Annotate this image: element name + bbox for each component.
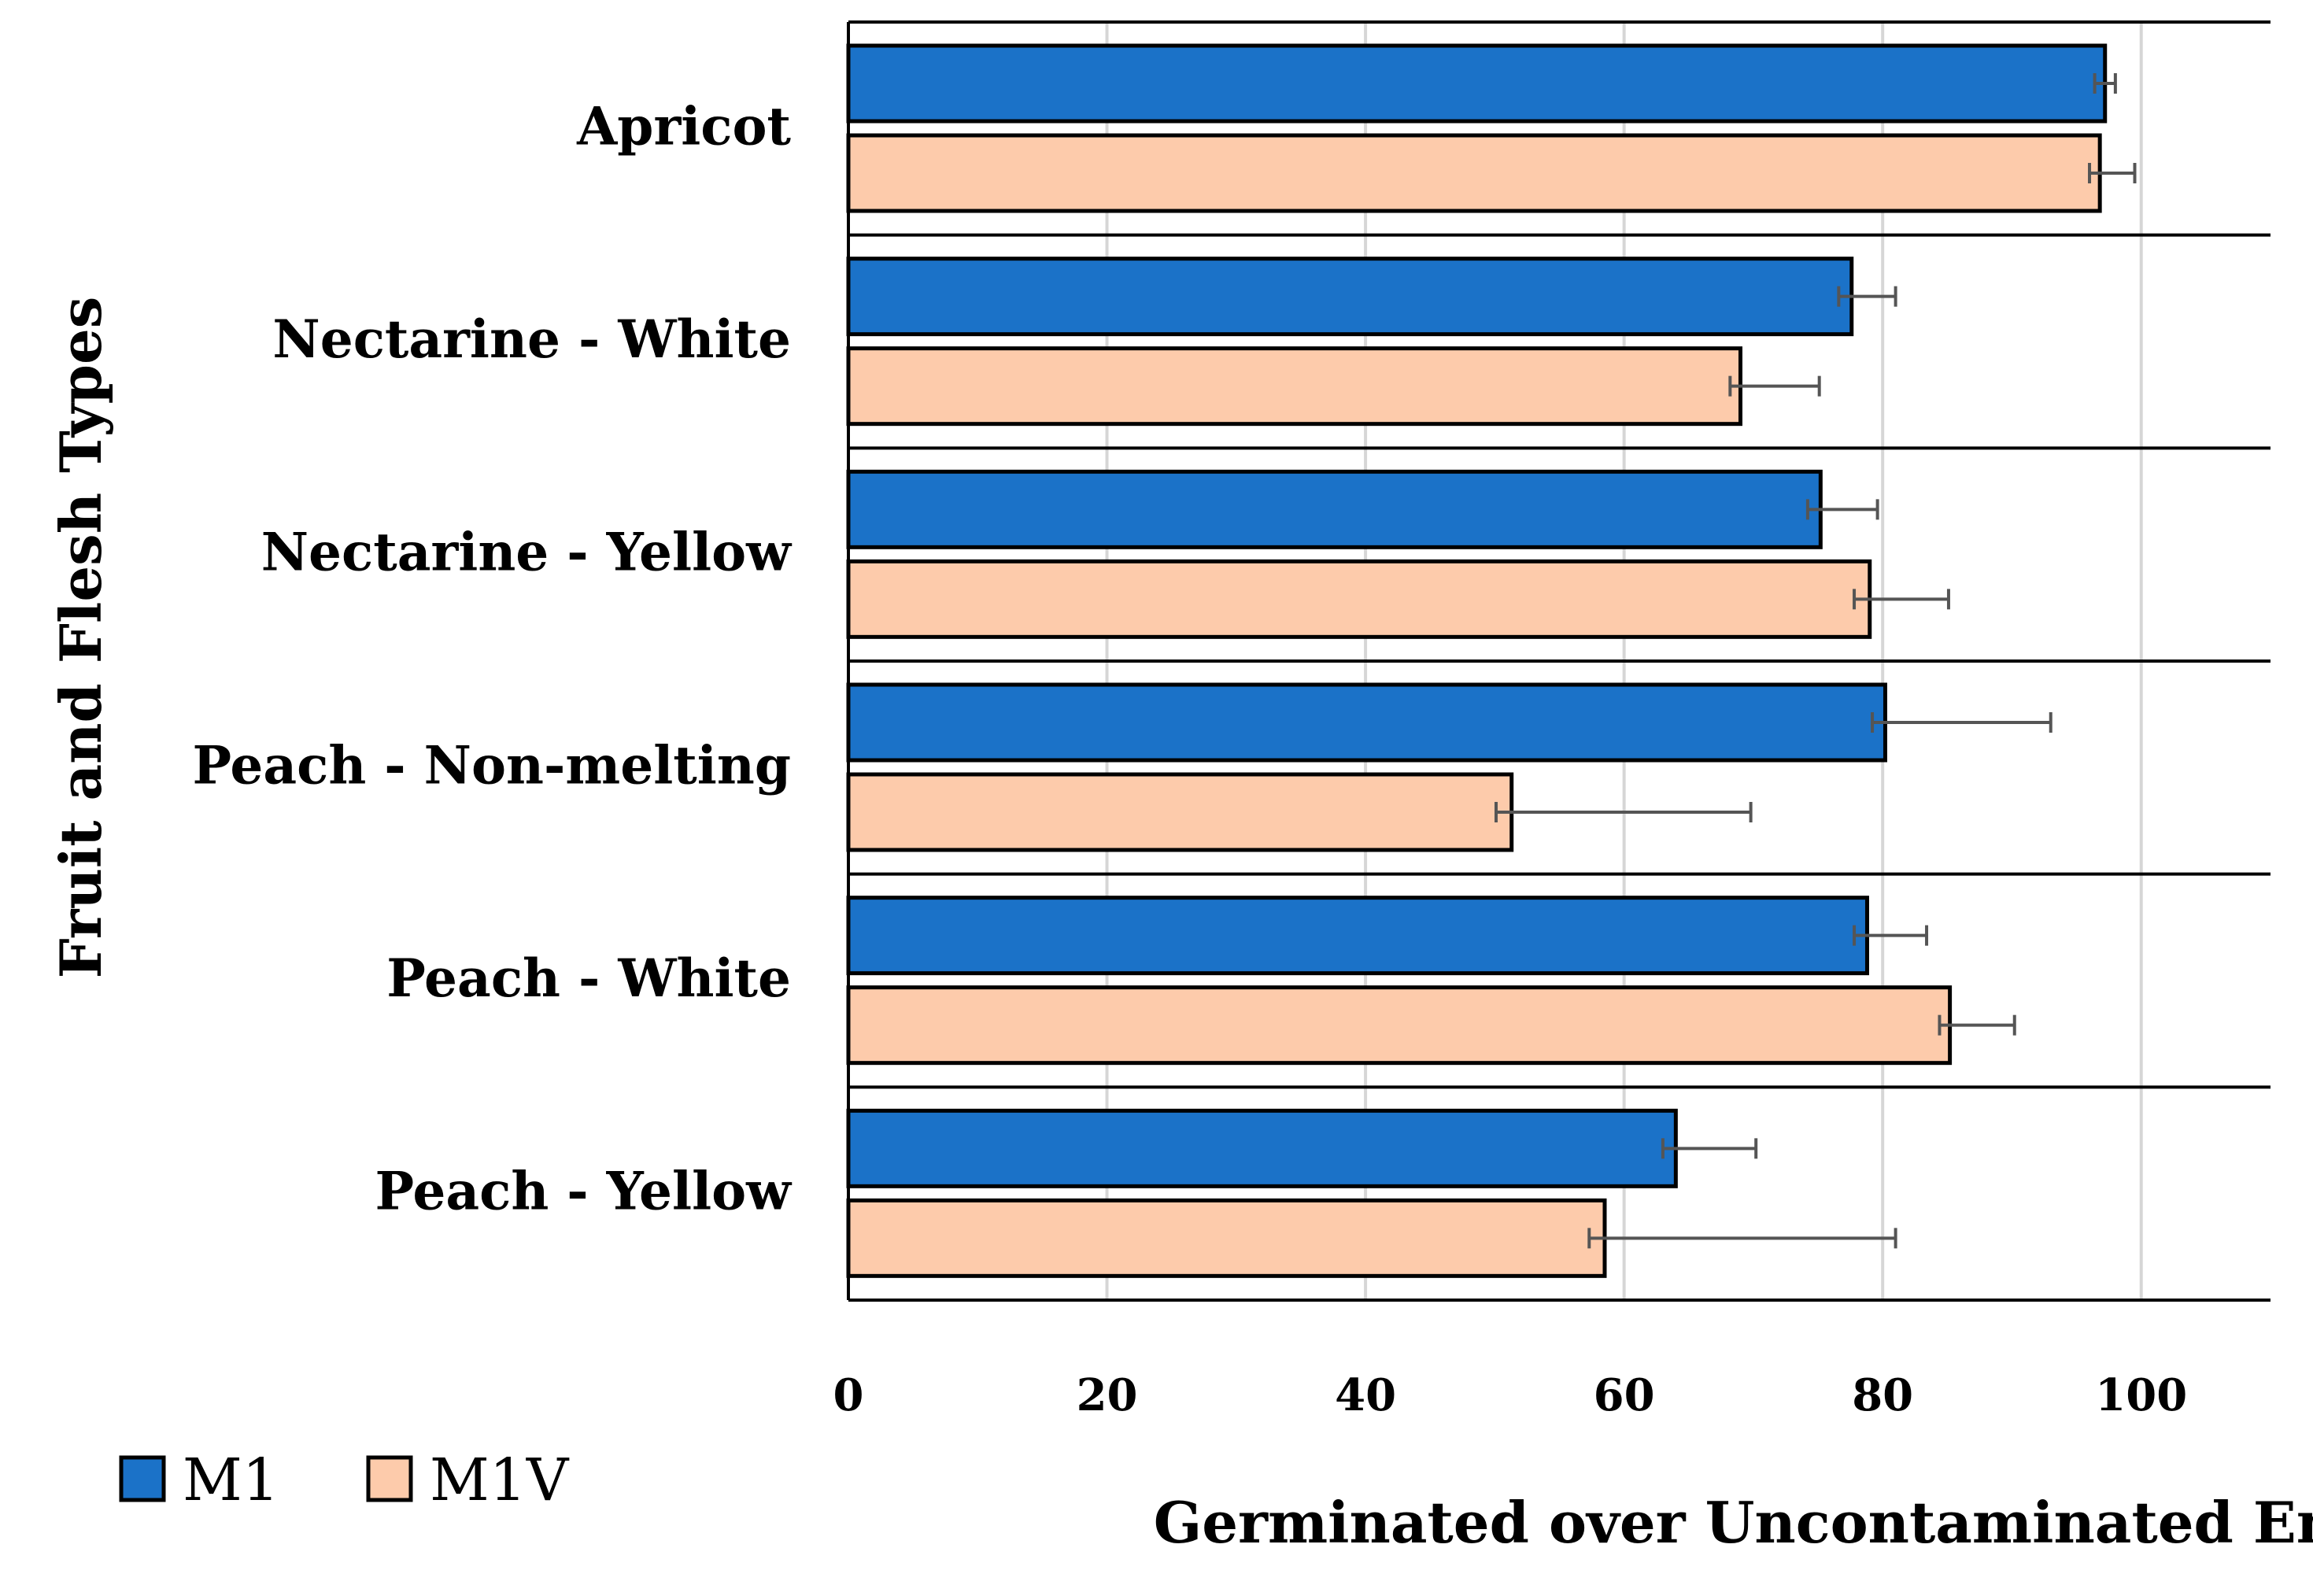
legend-swatch-m1 (119, 1455, 166, 1502)
x-tick-label-40: 40 (1335, 1369, 1396, 1421)
legend: M1 M1V (119, 1446, 570, 1514)
bar-m1v-1 (846, 346, 1742, 427)
error-bar-layer (1495, 73, 2137, 1249)
bar-m1v-5 (846, 1198, 1607, 1278)
bar-m1-4 (846, 896, 1869, 976)
x-tick-label-0: 0 (833, 1369, 864, 1421)
legend-label-m1v: M1V (430, 1446, 570, 1514)
bar-m1-5 (846, 1108, 1678, 1188)
x-axis-title: Germinated over Uncontaminated Embryos (… (1154, 1489, 2313, 1556)
bar-m1-3 (846, 682, 1887, 763)
bar-m1-1 (846, 257, 1854, 337)
bar-m1v-0 (846, 133, 2102, 213)
bar-m1v-3 (846, 772, 1514, 852)
x-tick-label-100: 100 (2095, 1369, 2187, 1421)
bar-m1v-2 (846, 559, 1872, 639)
category-label-0: Apricot (576, 95, 791, 157)
x-tick-label-60: 60 (1594, 1369, 1655, 1421)
x-tick-label-layer: 0 20 40 60 80 100 (833, 1369, 2188, 1421)
category-label-2: Nectarine - Yellow (261, 522, 793, 583)
bar-layer (846, 43, 2108, 1278)
bar-m1-0 (846, 43, 2108, 124)
legend-label-m1: M1 (183, 1446, 279, 1514)
category-label-1: Nectarine - White (272, 308, 791, 370)
category-label-4: Peach - White (386, 948, 791, 1009)
bar-m1v-4 (846, 985, 1953, 1066)
category-label-layer: Apricot Nectarine - White Nectarine - Yell… (193, 95, 793, 1221)
bar-m1-2 (846, 469, 1823, 549)
group-separator-layer (848, 20, 2271, 1302)
x-tick-label-20: 20 (1077, 1369, 1138, 1421)
category-label-3: Peach - Non-melting (193, 734, 791, 796)
x-tick-label-80: 80 (1852, 1369, 1913, 1421)
y-axis-title: Fruit and Flesh Types (47, 297, 114, 979)
legend-swatch-m1v (366, 1455, 413, 1502)
category-label-5: Peach - Yellow (375, 1161, 793, 1222)
